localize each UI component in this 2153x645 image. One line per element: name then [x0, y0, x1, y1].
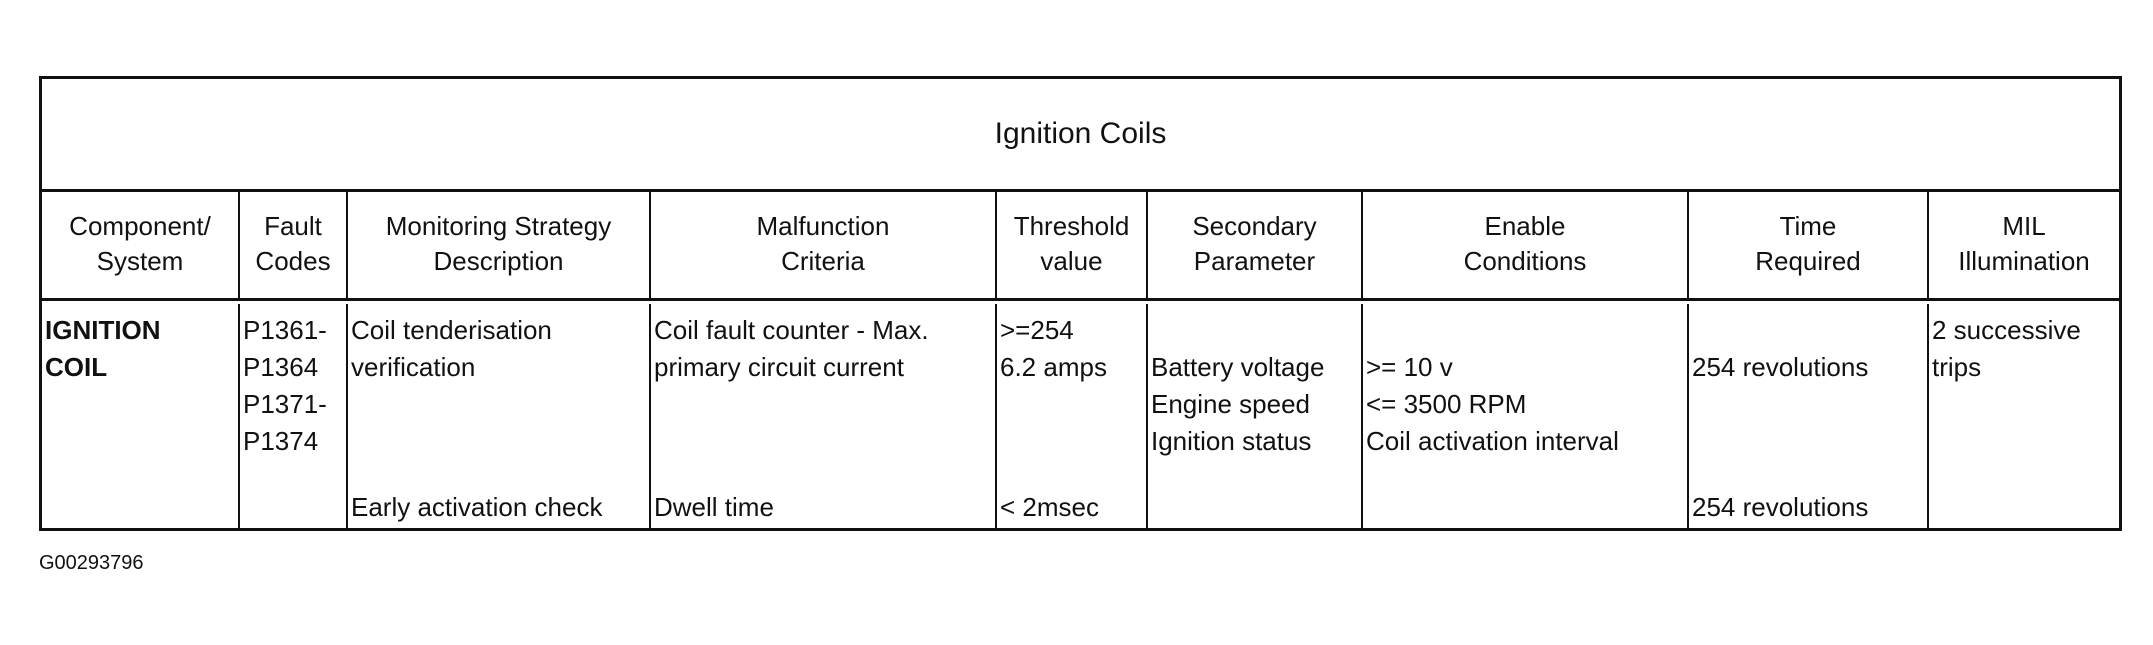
header-line: Fault [264, 210, 322, 241]
header-line: Secondary [1192, 210, 1317, 241]
header-line: MIL [2002, 210, 2046, 241]
text-line: P1374 [243, 426, 319, 456]
text-line: < 2msec [1000, 492, 1099, 522]
text-line: 6.2 amps [1000, 352, 1107, 382]
header-line: Enable [1484, 210, 1566, 241]
text-block: Coil fault counter - Max. primary circuit… [654, 304, 995, 386]
header-line: value [1040, 245, 1103, 276]
text-block: 2 successive trips [1932, 304, 2119, 386]
text-line: COIL [45, 352, 108, 382]
cell-fault-codes: P1361- P1364 P1371- P1374 [238, 304, 346, 528]
text-block: P1361- P1364 P1371- P1374 [243, 304, 346, 460]
header-line: Parameter [1193, 245, 1316, 276]
text-line: Ignition status [1151, 426, 1312, 456]
text-line: Early activation check [351, 492, 603, 522]
header-label: MIL Illumination [1958, 209, 2090, 279]
text-line: P1364 [243, 352, 319, 382]
text-line: IGNITION [45, 315, 161, 345]
text-block: < 2msec [1000, 489, 1099, 526]
cell-time-required: 254 revolutions 254 revolutions [1687, 304, 1927, 528]
text-line: 2 successive [1932, 315, 2081, 345]
text-line: <= 3500 RPM [1366, 389, 1527, 419]
header-label: Secondary Parameter [1192, 209, 1316, 279]
ignition-coils-table: Ignition Coils Component/System Fault Code… [39, 76, 2122, 531]
header-label: Threshold value [1014, 209, 1130, 279]
text-line: 254 revolutions [1692, 492, 1869, 522]
header-line: Malfunction [756, 210, 890, 241]
header-line: Monitoring Strategy [385, 210, 612, 241]
text-block: Coil tenderisation verification [351, 304, 649, 386]
cell-monitoring-strategy: Coil tenderisation verification Early acti… [346, 304, 649, 528]
header-line: Description [433, 245, 564, 276]
header-label: Fault Codes [255, 209, 330, 279]
text-line: Dwell time [654, 492, 774, 522]
table-title: Ignition Coils [42, 79, 2119, 192]
text-block: IGNITION COIL [45, 304, 238, 386]
text-line: Coil tenderisation [351, 315, 552, 345]
text-line: P1371- [243, 389, 327, 419]
header-mil-illumination: MIL Illumination [1927, 189, 2119, 301]
header-label: Malfunction Criteria [757, 209, 890, 279]
text-block: 254 revolutions [1692, 489, 1868, 526]
header-label: Component/System [69, 209, 211, 279]
header-line: System [96, 245, 184, 276]
cell-threshold-value: >=254 6.2 amps < 2msec [995, 304, 1146, 528]
text-block: >=254 6.2 amps [1000, 304, 1146, 386]
text-block: Early activation check [351, 489, 602, 526]
header-malfunction-criteria: Malfunction Criteria [649, 189, 995, 301]
header-enable-conditions: Enable Conditions [1361, 189, 1687, 301]
text-line: >= 10 v [1366, 352, 1453, 382]
header-label: Enable Conditions [1464, 209, 1587, 279]
text-line: verification [351, 352, 476, 382]
text-block: Dwell time [654, 489, 774, 526]
text-line: primary circuit current [654, 352, 904, 382]
cell-component-system: IGNITION COIL [42, 304, 238, 528]
header-line: Conditions [1463, 245, 1587, 276]
header-label: Monitoring Strategy Description [386, 209, 611, 279]
text-block: 254 revolutions [1692, 304, 1927, 386]
cell-enable-conditions: >= 10 v <= 3500 RPM Coil activation interv… [1361, 304, 1687, 528]
text-line: Coil fault counter - Max. [654, 315, 929, 345]
text-line: >=254 [1000, 315, 1074, 345]
text-line: Coil activation interval [1366, 426, 1619, 456]
header-line: Criteria [781, 245, 865, 276]
header-time-required: Time Required [1687, 189, 1927, 301]
cell-mil-illumination: 2 successive trips [1927, 304, 2119, 528]
text-block: Battery voltage Engine speed Ignition stat… [1151, 304, 1361, 460]
header-component-system: Component/System [42, 189, 238, 301]
header-secondary-parameter: Secondary Parameter [1146, 189, 1361, 301]
header-line: Component/ [69, 210, 211, 241]
text-line: P1361- [243, 315, 327, 345]
text-line: Battery voltage [1151, 352, 1325, 382]
figure-id: G00293796 [39, 552, 144, 574]
header-line: Codes [255, 245, 331, 276]
header-line: Time [1779, 210, 1837, 241]
cell-secondary-parameter: Battery voltage Engine speed Ignition stat… [1146, 304, 1361, 528]
header-line: Illumination [1958, 245, 2090, 276]
header-line: Threshold [1013, 210, 1130, 241]
header-label: Time Required [1755, 209, 1861, 279]
text-block: >= 10 v <= 3500 RPM Coil activation interv… [1366, 304, 1687, 460]
header-fault-codes: Fault Codes [238, 189, 346, 301]
cell-malfunction-criteria: Coil fault counter - Max. primary circuit… [649, 304, 995, 528]
text-line: 254 revolutions [1692, 352, 1869, 382]
header-line: Required [1755, 245, 1861, 276]
header-monitoring-strategy: Monitoring Strategy Description [346, 189, 649, 301]
header-threshold-value: Threshold value [995, 189, 1146, 301]
text-line: Engine speed [1151, 389, 1311, 419]
text-line: trips [1932, 352, 1982, 382]
